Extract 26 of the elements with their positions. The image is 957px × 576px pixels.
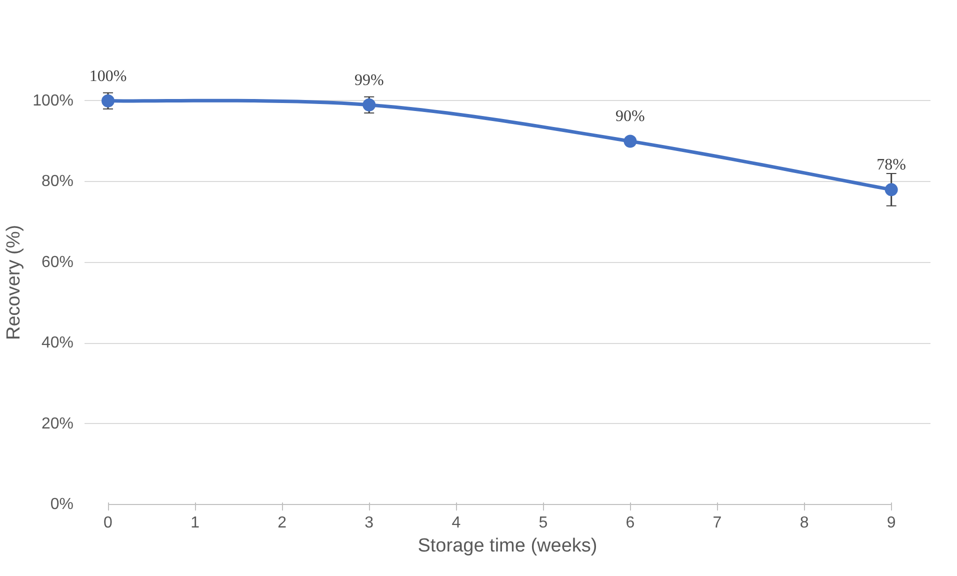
- point: [102, 94, 114, 108]
- point: [624, 134, 637, 148]
- x-tick-label: 9: [886, 514, 896, 532]
- x-tick-label: 0: [104, 514, 113, 532]
- x-tick-label: 4: [452, 514, 461, 532]
- x-tick-label: 5: [538, 514, 548, 532]
- x-tick-label: 6: [626, 514, 635, 532]
- y-tick-label: 20%: [41, 415, 74, 432]
- data-label: 100%: [89, 68, 127, 85]
- x-tick-label: 8: [800, 514, 809, 532]
- y-tick-label: 40%: [41, 334, 74, 352]
- x-tick-label: 1: [190, 514, 200, 532]
- y-tick-label: 80%: [41, 173, 74, 190]
- data-label: 78%: [876, 156, 906, 174]
- y-axis-title: Recovery (%): [4, 224, 25, 340]
- data-label: 99%: [354, 72, 384, 89]
- x-tick-label: 2: [278, 514, 287, 532]
- y-tick-label: 0%: [50, 496, 74, 513]
- x-axis-title: Storage time (weeks): [418, 536, 598, 556]
- point: [362, 98, 376, 112]
- x-tick-label: 7: [712, 514, 722, 532]
- point: [884, 183, 898, 196]
- x-tick-label: 3: [364, 514, 374, 532]
- data-label: 90%: [616, 108, 645, 126]
- y-tick-label: 100%: [32, 92, 74, 110]
- y-tick-label: 60%: [41, 254, 74, 271]
